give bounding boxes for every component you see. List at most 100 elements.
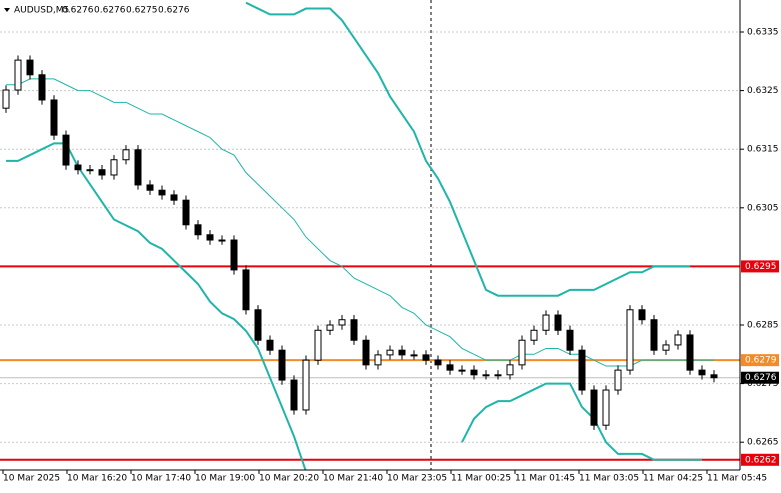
candle-body: [254, 309, 262, 341]
x-tick-label: 11 Mar 03:05: [579, 474, 639, 484]
candle-body: [638, 309, 646, 321]
candle-body: [458, 369, 466, 372]
candle-body: [230, 239, 238, 271]
candle-body: [206, 234, 214, 241]
candle-body: [2, 89, 10, 109]
candle-body: [446, 364, 454, 371]
candle-body: [410, 354, 418, 357]
price-label: 0.6279: [745, 356, 777, 366]
candle-body: [146, 184, 154, 191]
x-tick-label: 11 Mar 04:25: [643, 474, 703, 484]
x-tick-label: 11 Mar 05:45: [707, 474, 767, 484]
candle-body: [650, 319, 658, 351]
candle-body: [50, 99, 58, 136]
candle-body: [542, 314, 550, 331]
price-label-box: [741, 354, 779, 367]
band-line: [6, 78, 714, 367]
x-tick-label: 10 Mar 20:20: [259, 474, 319, 484]
candle-body: [710, 374, 718, 379]
y-tick-label: 0.6325: [747, 86, 779, 96]
header-low: 0.6275: [126, 6, 158, 16]
candle-body: [158, 189, 166, 196]
menu-triangle[interactable]: [4, 8, 10, 12]
candle-body: [38, 74, 46, 101]
candle-body: [482, 374, 490, 377]
candle-body: [110, 159, 118, 176]
x-tick-label: 11 Mar 00:25: [451, 474, 511, 484]
candle-body: [26, 59, 34, 76]
band-line: [461, 382, 702, 461]
y-tick-label: 0.6305: [747, 203, 779, 213]
candle-body: [278, 349, 286, 381]
candle-body: [362, 339, 370, 366]
candle-body: [470, 369, 478, 376]
candle-body: [386, 349, 394, 356]
x-tick-label: 10 Mar 23:05: [387, 474, 447, 484]
plot-area: [0, 1, 740, 470]
band-line: [245, 1, 690, 297]
candle-body: [686, 334, 694, 371]
price-label-box: [741, 260, 779, 273]
price-label: 0.6276: [745, 373, 777, 383]
candle-body: [86, 169, 94, 172]
candle-body: [590, 389, 598, 426]
candle-body: [290, 379, 298, 411]
candle-body: [662, 344, 670, 351]
candle-body: [674, 334, 682, 346]
price-label-box: [741, 371, 779, 384]
candle-body: [494, 374, 502, 377]
candle-body: [422, 354, 430, 361]
y-tick-label: 0.6275: [747, 379, 779, 389]
symbol: AUDUSD,M5: [14, 6, 69, 16]
y-tick-label: 0.6285: [747, 321, 779, 331]
candle-body: [194, 224, 202, 236]
x-tick-label: 10 Mar 16:20: [67, 474, 127, 484]
candle-body: [506, 364, 514, 376]
x-tick-label: 10 Mar 21:40: [323, 474, 383, 484]
band-line: [6, 142, 307, 470]
price-label: 0.6262: [745, 455, 777, 465]
candle-body: [302, 359, 310, 411]
candle-body: [554, 314, 562, 331]
candle-body: [578, 349, 586, 391]
candle-body: [182, 199, 190, 226]
x-tick-label: 11 Mar 01:45: [515, 474, 575, 484]
header-open: 0.6276: [62, 6, 94, 16]
candle-body: [614, 369, 622, 391]
candle-body: [518, 339, 526, 366]
header-close: 0.6276: [158, 6, 190, 16]
candle-body: [566, 329, 574, 351]
candle-body: [326, 324, 334, 331]
header-high: 0.6276: [94, 6, 126, 16]
candle-body: [698, 369, 706, 376]
candle-body: [338, 319, 346, 326]
y-tick-label: 0.6265: [747, 438, 779, 448]
candle-body: [602, 389, 610, 426]
x-tick-label: 10 Mar 2025: [3, 474, 60, 484]
candle-body: [242, 269, 250, 311]
candle-body: [74, 164, 82, 171]
x-tick-label: 10 Mar 19:00: [195, 474, 255, 484]
candle-body: [218, 239, 226, 242]
candle-body: [398, 349, 406, 356]
candle-body: [350, 319, 358, 341]
candle-body: [266, 339, 274, 351]
candle-body: [98, 169, 106, 176]
price-label-box: [741, 453, 779, 466]
candle-body: [626, 309, 634, 371]
candle-body: [374, 354, 382, 366]
candle-body: [314, 329, 322, 361]
price-label: 0.6295: [745, 262, 777, 272]
candle-body: [434, 359, 442, 366]
candle-body: [170, 194, 178, 201]
candle-body: [122, 149, 130, 161]
x-tick-label: 10 Mar 17:40: [131, 474, 191, 484]
y-tick-label: 0.6335: [747, 28, 779, 38]
candle-body: [14, 59, 22, 91]
candle-body: [134, 149, 142, 186]
y-tick-label: 0.6315: [747, 145, 779, 155]
candle-body: [62, 134, 70, 166]
